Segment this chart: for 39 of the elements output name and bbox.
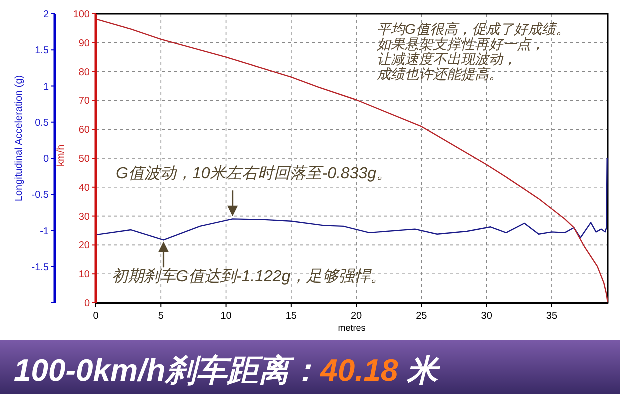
- y2-tick-label: 100: [73, 10, 90, 20]
- annotation: 让减速度不出现波动，: [377, 51, 517, 67]
- annotation: 平均G值很高，促成了好成绩。: [377, 21, 570, 37]
- y2-tick-label: 30: [78, 212, 90, 223]
- line-series: [95, 18, 609, 304]
- y2-tick-label: 60: [78, 125, 90, 136]
- y-tick-label: -1: [40, 226, 50, 238]
- y2-tick-label: 20: [78, 240, 90, 252]
- text: 100-0km/h刹车距离：40.18 米: [14, 353, 441, 388]
- y2-tick-label: 70: [78, 96, 90, 108]
- annotation: 初期刹车G值达到-1.122g，足够强悍。: [112, 268, 387, 286]
- annotation: 如果悬架支撑性再好一点，: [376, 36, 545, 52]
- x-tick-label: 25: [416, 311, 428, 322]
- annotation: 成绩也许还能提高。: [377, 66, 503, 82]
- y2-axis-title: km/h: [56, 144, 67, 166]
- x-tick-label: 10: [220, 311, 232, 322]
- y2-tick-label: 0: [84, 298, 90, 310]
- x-tick-label: 5: [158, 311, 164, 322]
- y2-tick-label: 10: [78, 270, 90, 281]
- y-tick-label: 0.5: [35, 118, 50, 129]
- y2-tick-label: 50: [78, 154, 90, 165]
- x-tick-label: 20: [350, 311, 363, 322]
- y-tick-label: -0.5: [32, 190, 50, 202]
- y-tick-label: 0: [43, 154, 50, 165]
- x-axis-title: metres: [338, 323, 366, 333]
- x-tick-label: 15: [286, 311, 298, 322]
- y2-tick-label: 80: [78, 67, 90, 78]
- x-tick-label: 30: [481, 311, 493, 322]
- y2-tick-label: 40: [78, 182, 90, 194]
- y-axis-title: Longitudinal Acceleration (g): [14, 75, 25, 202]
- x-tick-label: 35: [546, 311, 558, 322]
- line-series: [95, 158, 608, 241]
- y-tick-label: -1.5: [32, 262, 50, 274]
- y-tick-label: 1.5: [35, 46, 50, 57]
- y-tick-label: 1: [43, 82, 50, 93]
- annotation: G值波动，10米左右时回落至-0.833g。: [116, 164, 393, 183]
- y2-tick-label: 90: [78, 38, 90, 50]
- y-tick-label: 2: [43, 10, 50, 20]
- x-tick-label: 0: [93, 311, 100, 322]
